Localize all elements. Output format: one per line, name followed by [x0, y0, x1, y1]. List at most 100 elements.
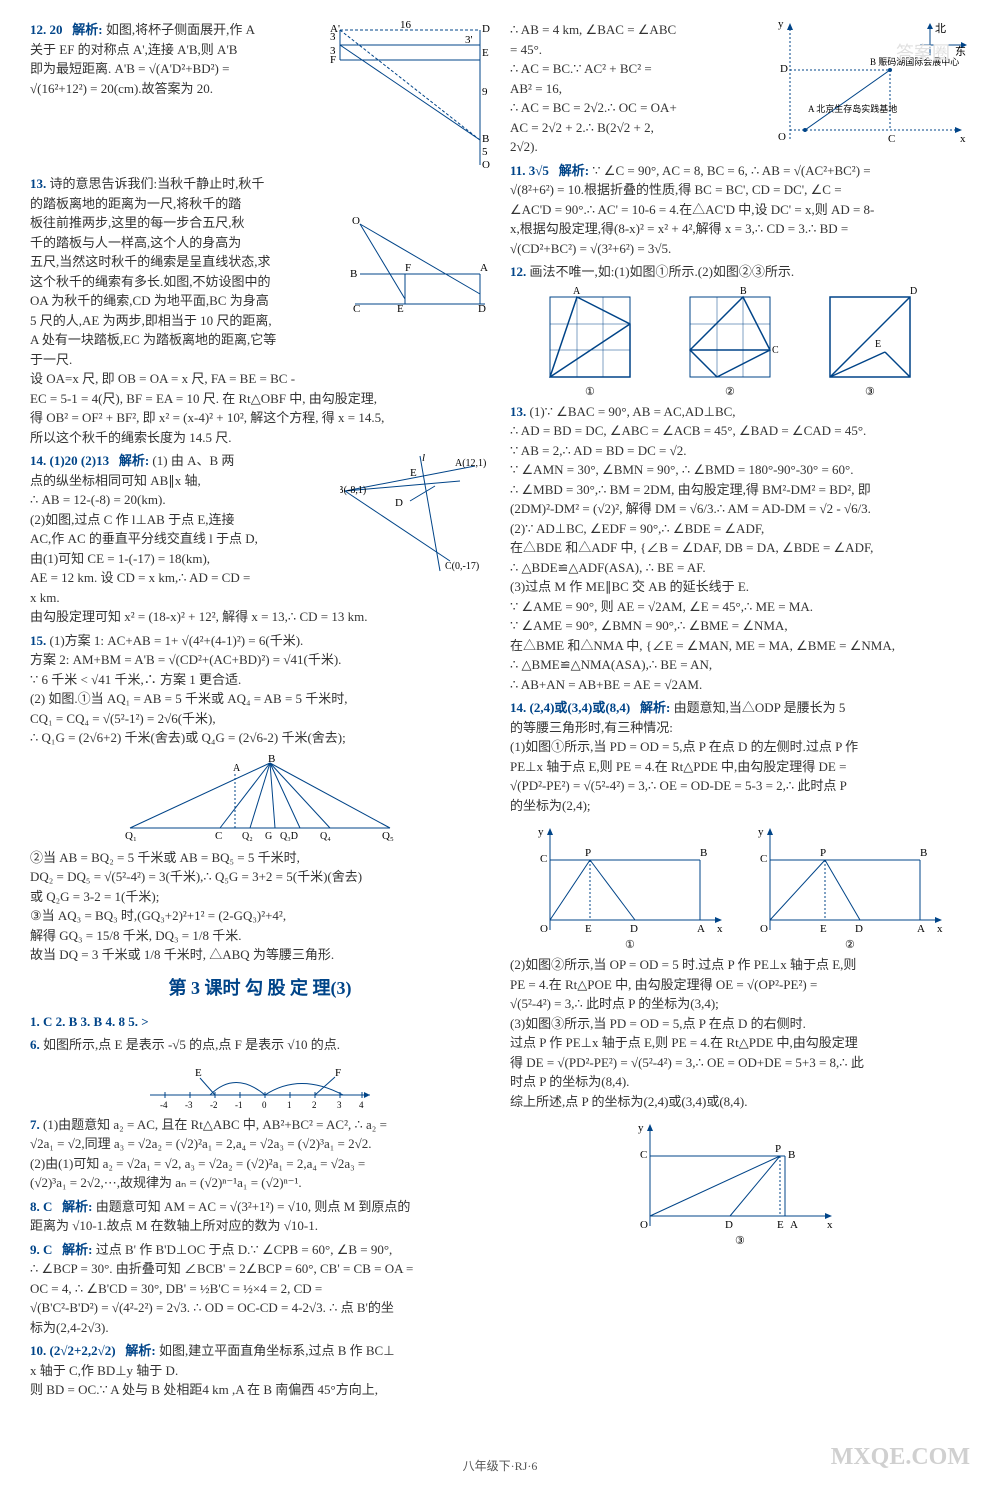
item-12-r: 12. 画法不唯一,如:(1)如图①所示.(2)如图②③所示. A ①: [510, 262, 970, 397]
right-column: y 北 东 B 赈码湖国际会展中心 A 北京生存岛实践基地 O D C x ∴ …: [510, 20, 970, 1404]
explain-label: 解析:: [62, 1242, 92, 1257]
svg-text:O: O: [352, 215, 360, 227]
svg-text:9: 9: [482, 86, 488, 98]
item-num: 13.: [510, 404, 526, 419]
item-text: 得 OB² = OF² + BF², 即 x² = (x-4)² + 10², …: [30, 410, 384, 425]
svg-text:y: y: [638, 1122, 644, 1134]
svg-text:E: E: [875, 339, 881, 350]
item-ans: 3√5: [529, 163, 549, 178]
item-num: 13.: [30, 176, 46, 191]
item-text: (2) 如图.①当 AQ₁ = AB = 5 千米或 AQ₄ = AB = 5 …: [30, 691, 348, 706]
item-num: 6.: [30, 1037, 40, 1052]
svg-text:B: B: [268, 753, 275, 765]
item-text: 5 尺的人,AE 为两步,即相当于 10 尺的距离,: [30, 313, 272, 328]
item-text: 于一尺.: [30, 352, 72, 367]
svg-text:y: y: [758, 826, 764, 838]
item-text: ∵ AB = 2,∴ AD = BD = DC = √2.: [510, 443, 687, 458]
item-text: 的踏板离地的距离为一尺,将秋千的踏: [30, 196, 241, 211]
diagram-14r-3: y C P B O E D A x ③: [630, 1116, 850, 1246]
svg-text:A: A: [480, 262, 488, 274]
svg-text:1: 1: [287, 1100, 292, 1110]
item-ans: (1)20 (2)13: [50, 453, 110, 468]
explain-label: 解析:: [559, 163, 589, 178]
item-text: (1) 由 A、B 两: [152, 453, 234, 468]
svg-text:l: l: [422, 452, 425, 464]
svg-text:E: E: [397, 303, 404, 314]
item-text: AB² = 16,: [510, 81, 562, 96]
svg-text:E: E: [820, 923, 827, 935]
item-14-r: 14. (2,4)或(3,4)或(8,4) 解析: 由题意知,当△ODP 是腰长…: [510, 698, 970, 1246]
item-text: 这个秋千的绳索有多长.如图,不妨设图中的: [30, 274, 271, 289]
item-num: 12.: [510, 264, 526, 279]
svg-text:D: D: [780, 63, 788, 75]
item-num: 9.: [30, 1242, 40, 1257]
item-text: (1)由题意知 a₂ = AC, 且在 Rt△ABC 中, AB²+BC² = …: [43, 1117, 387, 1132]
item-text: ∴ AC = BC.∵ AC² + BC² =: [510, 61, 652, 76]
explain-label: 解析:: [640, 700, 670, 715]
item-text: A 处有一块踏板,EC 为踏板离地的距离,它等: [30, 332, 276, 347]
svg-text:C: C: [760, 853, 767, 865]
svg-text:B: B: [350, 268, 357, 280]
item-11: 11. 3√5 解析: ∵ ∠C = 90°, AC = 8, BC = 6, …: [510, 161, 970, 259]
item-text: AC = 2√2 + 2.∴ B(2√2 + 2,: [510, 120, 654, 135]
svg-text:D: D: [855, 923, 863, 935]
svg-text:F: F: [335, 1067, 341, 1079]
item-14: E D B(-8,1) A(12,1) C(0,-17) l 14. (1)20…: [30, 451, 490, 627]
svg-text:D: D: [482, 23, 490, 35]
item-text: (1)如图①所示,当 PD = OD = 5,点 P 在点 D 的左侧时.过点 …: [510, 739, 858, 754]
svg-text:O: O: [778, 131, 786, 143]
item-text: 诗的意思告诉我们:当秋千静止时,秋千: [50, 176, 265, 191]
item-text: 千的踏板与人一样高,这个人的身高为: [30, 235, 241, 250]
item-text: 距离为 √10-1.故点 M 在数轴上所对应的数为 √10-1.: [30, 1218, 318, 1233]
item-ans: 20: [50, 22, 63, 37]
item-7: 7. (1)由题意知 a₂ = AC, 且在 Rt△ABC 中, AB²+BC²…: [30, 1115, 490, 1193]
item-text: √(B'C²-B'D²) = √(4²-2²) = 2√3. ∴ OD = OC…: [30, 1300, 394, 1315]
svg-text:E: E: [777, 1219, 784, 1231]
item-text: ∵ ∠AME = 90°, 则 AE = √2AM, ∠E = 45°,∴ ME…: [510, 599, 813, 614]
item-text: ∴ △BDE≌△ADF(ASA), ∴ BE = AF.: [510, 560, 706, 575]
item-text: = 45°.: [510, 42, 542, 57]
svg-text:B: B: [920, 847, 927, 859]
item-text: √(PD²-PE²) = √(5²-4²) = 3,∴ OE = OD-DE =…: [510, 778, 847, 793]
item-text: 如图,将杯子侧面展开,作 A: [106, 22, 255, 37]
svg-text:①: ①: [585, 386, 595, 397]
explain-label: 解析:: [125, 1343, 155, 1358]
svg-text:E: E: [410, 467, 417, 479]
diagram-14r-12: y C P B O E D A x ①: [520, 820, 960, 950]
item-text: ∴ ∠MBD = 30°,∴ BM = 2DM, 由勾股定理,得 BM²-DM²…: [510, 482, 871, 497]
svg-text:D: D: [910, 287, 917, 297]
item-text: (1)方案 1: AC+AB = 1+ √(4²+(4-1)²) = 6(千米)…: [50, 633, 304, 648]
item-10: 10. (2√2+2,2√2) 解析: 如图,建立平面直角坐标系,过点 B 作 …: [30, 1341, 490, 1400]
diagram-15: B Q₁ A C Q₂ G Q₃D Q₄ Q₅: [120, 753, 400, 843]
item-ans: C: [43, 1199, 52, 1214]
svg-text:D: D: [725, 1219, 733, 1231]
item-text: ∴ △BME≌△NMA(ASA),∴ BE = AN,: [510, 657, 712, 672]
svg-text:D: D: [630, 923, 638, 935]
svg-text:O: O: [640, 1219, 648, 1231]
item-text: DQ₂ = DQ₅ = √(5²-4²) = 3(千米),∴ Q₅G = 3+2…: [30, 869, 362, 884]
item-text: 由题意知,当△ODP 是腰长为 5: [674, 700, 846, 715]
explain-label: 解析:: [119, 453, 149, 468]
item-text: 解得 GQ₃ = 15/8 千米, DQ₃ = 1/8 千米.: [30, 928, 242, 943]
svg-text:A: A: [917, 923, 925, 935]
left-column: 16 A' D 3 E 3' 3 F 9 B 5 O 12. 20 解析: 如图…: [30, 20, 490, 1404]
diagram-13: O B F A E C D: [350, 214, 490, 314]
svg-text:x: x: [937, 923, 943, 935]
item-num: 10.: [30, 1343, 46, 1358]
item-ans: C: [43, 1242, 52, 1257]
item-text: ∴ AB+AN = AB+BE = AE = √2AM.: [510, 677, 702, 692]
svg-text:x: x: [827, 1219, 833, 1231]
item-text: PE = 4.在 Rt△POE 中, 由勾股定理得 OE = √(OP²-PE²…: [510, 977, 817, 992]
svg-text:A: A: [233, 763, 241, 774]
item-text: 的坐标为(2,4);: [510, 798, 591, 813]
diagram-12r: A ① B C ②: [530, 287, 950, 397]
item-text: CQ₁ = CQ₄ = √(5²-1²) = 2√6(千米),: [30, 711, 216, 726]
item-text: √(CD²+BC²) = √(3²+6²) = 3√5.: [510, 241, 671, 256]
svg-text:①: ①: [625, 939, 635, 950]
svg-text:y: y: [778, 20, 784, 30]
item-text: 点的纵坐标相同可知 AB∥x 轴,: [30, 473, 201, 488]
item-text: ∴ Q₁G = (2√6+2) 千米(舍去)或 Q₄G = (2√6-2) 千米…: [30, 730, 346, 745]
item-text: 设 OA=x 尺, 即 OB = OA = x 尺, FA = BE = BC …: [30, 371, 295, 386]
diagram-12: 16 A' D 3 E 3' 3 F 9 B 5 O: [330, 20, 490, 170]
item-text: (3)过点 M 作 ME∥BC 交 AB 的延长线于 E.: [510, 579, 749, 594]
